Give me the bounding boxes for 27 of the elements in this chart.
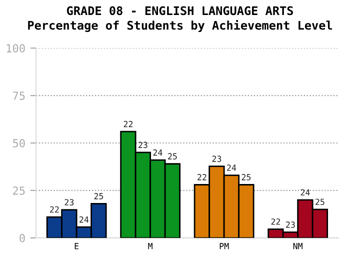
y-tick-label: 100 <box>6 44 25 53</box>
chart-subtitle: Percentage of Students by Achievement Level <box>28 20 332 32</box>
x-tick-label: PM <box>220 243 229 250</box>
chart-title: GRADE 08 - ENGLISH LANGUAGE ARTS <box>66 6 294 16</box>
series-label: 22 <box>198 174 206 180</box>
x-tick-label: M <box>148 243 152 250</box>
text: 22 <box>50 206 59 213</box>
text: 22 <box>124 120 133 128</box>
text: 23 <box>286 222 295 228</box>
text: 22 <box>271 218 280 225</box>
text: 23 <box>64 199 74 206</box>
series-label: 24 <box>227 164 236 171</box>
text: 24 <box>153 149 162 156</box>
y-tick-label: 0 <box>20 234 25 242</box>
text: 25 <box>316 198 324 206</box>
text: 25 <box>168 153 177 160</box>
x-tick-label: NM <box>293 243 302 250</box>
y-tick-label: 50 <box>12 139 25 148</box>
x-tick-label: E <box>74 243 79 250</box>
text: 25 <box>94 193 104 200</box>
y-tick-label: 25 <box>13 186 25 195</box>
series-label: 25 <box>242 174 251 180</box>
text: 24 <box>80 216 89 223</box>
text: 23 <box>138 142 148 148</box>
y-tick-label: 75 <box>12 92 25 100</box>
series-label: 23 <box>212 156 222 162</box>
text: 24 <box>300 189 310 196</box>
